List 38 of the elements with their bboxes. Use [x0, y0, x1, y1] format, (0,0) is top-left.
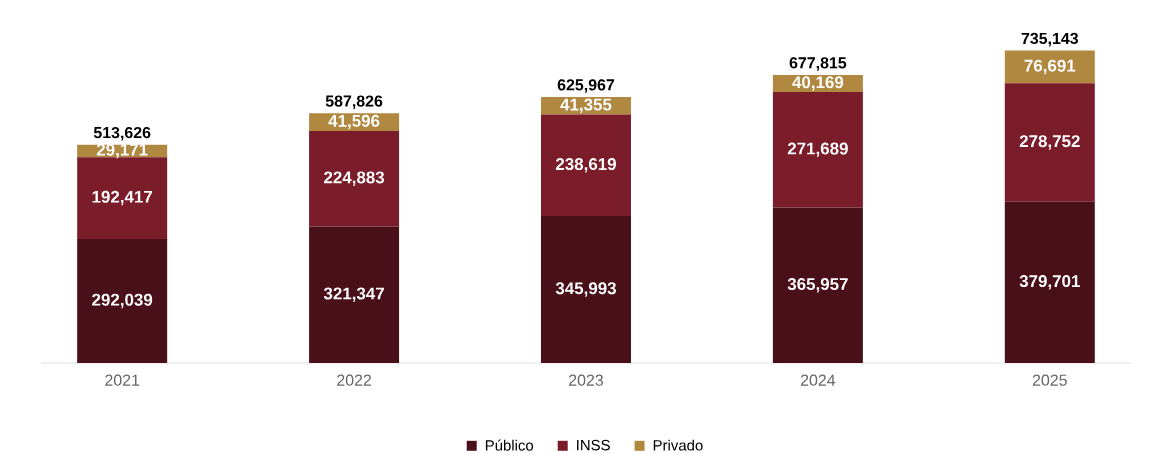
- bar: [540, 114, 631, 216]
- data-label: 192,417: [92, 190, 153, 206]
- legend-label: Público: [485, 439, 534, 451]
- data-label: 224,883: [324, 171, 385, 186]
- total-label: 513,626: [93, 126, 151, 141]
- data-label: 76,691: [1024, 59, 1076, 75]
- bar: [540, 215, 631, 363]
- legend-label: INSS: [577, 439, 610, 451]
- data-label: 365,957: [787, 278, 848, 293]
- data-label: 238,619: [555, 158, 616, 173]
- data-label: 278,752: [1019, 135, 1080, 150]
- data-label: 29,171: [96, 143, 148, 159]
- total-label: 625,967: [557, 79, 615, 93]
- data-label: 40,169: [792, 76, 844, 91]
- bar: [772, 207, 863, 363]
- x-tick-label: 2023: [569, 374, 603, 386]
- bar: [309, 130, 400, 227]
- bar: [1004, 83, 1095, 202]
- data-label: 271,689: [787, 142, 848, 157]
- data-label: 321,347: [323, 287, 384, 302]
- data-label: 379,701: [1019, 275, 1080, 290]
- legend-label: Privado: [653, 439, 703, 451]
- x-tick-label: 2024: [800, 374, 836, 386]
- bar: [1004, 201, 1095, 363]
- data-label: 292,039: [92, 293, 153, 309]
- total-label: 677,815: [789, 57, 847, 71]
- x-tick-label: 2025: [1032, 374, 1067, 386]
- bar: [772, 92, 863, 208]
- bar: [77, 238, 168, 363]
- x-tick-label: 2021: [105, 374, 140, 386]
- data-label: 41,355: [560, 98, 612, 114]
- total-label: 735,143: [1021, 32, 1079, 47]
- x-tick-label: 2022: [337, 374, 371, 386]
- data-label: 345,993: [555, 282, 616, 297]
- data-label: 41,596: [328, 114, 380, 130]
- bar: [77, 157, 168, 239]
- bar: [309, 226, 400, 363]
- total-label: 587,826: [325, 95, 383, 110]
